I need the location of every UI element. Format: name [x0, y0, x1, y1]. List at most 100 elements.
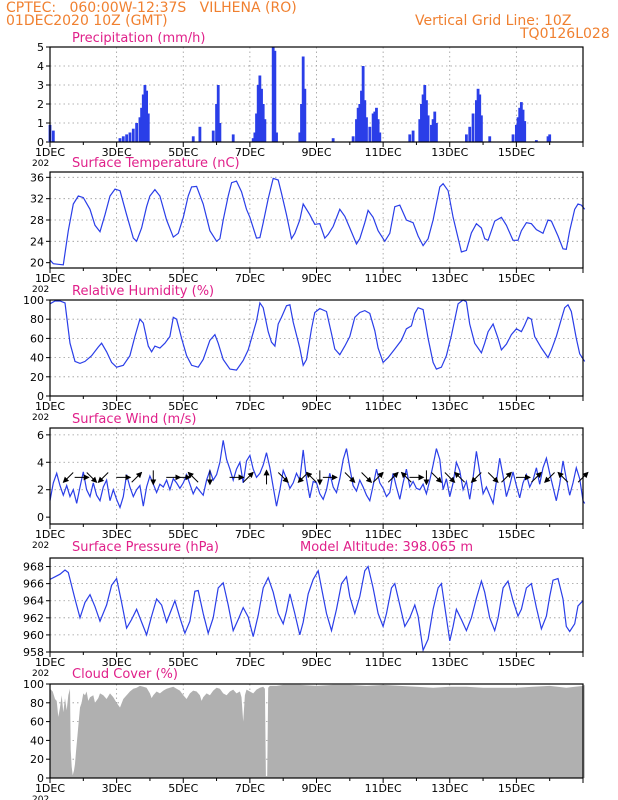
precip-bar [138, 117, 142, 142]
x-tick-label: 15DEC [498, 272, 535, 285]
y-tick-label-cloud: 100 [23, 678, 44, 691]
precip-bar [435, 123, 438, 142]
precip-bar [260, 88, 263, 142]
precip-bar [351, 136, 355, 142]
x-tick-label: 15DEC [498, 400, 535, 413]
precip-bar [511, 134, 515, 142]
y-tick-label-cloud: 20 [30, 753, 44, 766]
y-tick-label-wind: 4 [37, 456, 44, 469]
y-tick-label-rh: 20 [30, 371, 44, 384]
y-tick-label-precip: 0 [37, 136, 44, 149]
x-tick-label: 9DEC [301, 528, 331, 541]
x-tick-label: 1DEC [35, 656, 65, 669]
y-tick-label-precip: 4 [37, 60, 44, 73]
x-tick-label: 7DEC [235, 400, 265, 413]
precip-bar [273, 50, 277, 142]
wind-arrow [305, 471, 317, 483]
x-tick-label: 3DEC [102, 400, 132, 413]
precip-bar [373, 111, 377, 142]
wind-arrow [387, 471, 399, 483]
x-tick-label: 11DEC [365, 272, 402, 285]
x-tick-label: 1DEC [35, 782, 65, 795]
panel-frame-precip [49, 46, 584, 143]
precip-bar [521, 109, 525, 142]
wind-arrow [454, 471, 465, 483]
year-stub: 202 [32, 541, 49, 551]
panel-frame-pres [49, 557, 584, 653]
x-tick-label: 1DEC [35, 146, 65, 159]
x-tick-label: 3DEC [102, 146, 132, 159]
y-tick-label-pres: 960 [23, 629, 44, 642]
y-tick-label-pres: 966 [23, 578, 44, 591]
y-tick-label-temp: 32 [30, 193, 44, 206]
precip-bar [298, 132, 302, 142]
wind-arrow [361, 472, 373, 483]
precip-bar [421, 94, 425, 142]
precip-bar [216, 85, 220, 142]
wind-arrow [557, 471, 569, 483]
wind-arrow [344, 472, 356, 483]
wind-arrow [487, 472, 499, 483]
y-tick-label-pres: 958 [23, 646, 44, 659]
precip-bar [191, 136, 195, 142]
year-stub: 202 [32, 795, 49, 800]
precip-bar [475, 100, 478, 142]
precip-bar [145, 90, 149, 142]
cloud-cover-area [50, 684, 585, 778]
precip-bar [478, 94, 482, 142]
x-tick-label: 11DEC [365, 528, 402, 541]
x-tick-label: 3DEC [102, 782, 132, 795]
x-tick-label: 7DEC [235, 782, 265, 795]
y-tick-label-precip: 3 [37, 79, 44, 92]
precip-bar [255, 113, 258, 142]
precip-bar [534, 140, 538, 142]
precip-bar [433, 111, 437, 142]
x-tick-label: 5DEC [168, 528, 198, 541]
precip-bar [426, 115, 430, 142]
x-tick-label: 15DEC [498, 146, 535, 159]
y-tick-label-temp: 28 [30, 214, 44, 227]
temp-series-line [49, 177, 586, 266]
wind-arrow [372, 471, 384, 483]
wind-arrow [431, 472, 443, 483]
wind-arrow [400, 471, 412, 483]
grid-note: Vertical Grid Line: 10Z [415, 13, 572, 29]
precip-bar [263, 119, 267, 142]
precip-bar [131, 128, 135, 142]
precip-bar [376, 119, 380, 142]
precip-bar [408, 134, 412, 142]
precip-bar [253, 132, 257, 142]
year-stub: 202 [32, 159, 49, 169]
x-tick-label: 13DEC [431, 656, 468, 669]
precip-bar [140, 107, 144, 142]
panel-title-wind: Surface Wind (m/s) [72, 412, 196, 427]
wind-arrow [62, 472, 74, 483]
precip-bar [418, 119, 422, 142]
panel-title-precip: Precipitation (mm/h) [72, 31, 205, 46]
y-tick-label-rh: 60 [30, 332, 44, 345]
x-tick-label: 5DEC [168, 146, 198, 159]
x-tick-label: 9DEC [301, 272, 331, 285]
precip-bar [331, 138, 335, 142]
x-tick-label: 11DEC [365, 782, 402, 795]
precip-bar [231, 134, 235, 142]
y-tick-label-precip: 5 [37, 41, 44, 54]
year-stub: 202 [32, 413, 49, 423]
precip-bar [301, 56, 305, 142]
x-tick-label: 15DEC [498, 528, 535, 541]
x-tick-label: 5DEC [168, 782, 198, 795]
y-tick-label-rh: 100 [23, 294, 44, 307]
panel-title-rh: Relative Humidity (%) [72, 284, 214, 299]
precip-bar [471, 113, 475, 142]
y-tick-label-cloud: 80 [30, 697, 44, 710]
precip-bar [300, 104, 303, 142]
precip-bar [365, 117, 368, 142]
precip-bar [121, 136, 125, 142]
x-tick-label: 9DEC [301, 656, 331, 669]
precip-bar [135, 123, 139, 142]
wind-arrow [131, 471, 143, 483]
x-tick-label: 3DEC [102, 656, 132, 669]
precip-bar [275, 132, 278, 142]
model-code: TQ0126L028 [520, 26, 610, 42]
precip-bar [271, 47, 275, 142]
